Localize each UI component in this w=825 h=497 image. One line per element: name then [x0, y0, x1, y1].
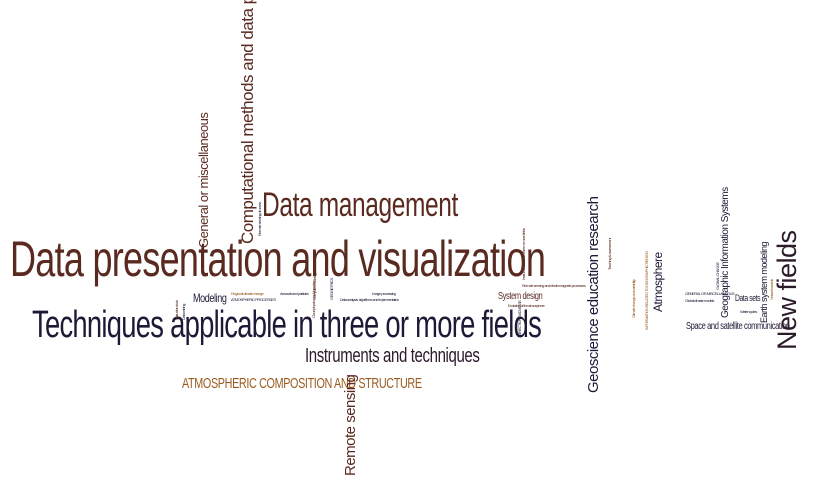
word-modeling: Modeling	[193, 291, 227, 305]
word-image-processing: Image processing	[372, 291, 396, 296]
word-global-change: GLOBAL CHANGE	[715, 262, 720, 290]
word-data-mining: Data mining	[181, 304, 186, 320]
word-natural-hazards: Natural hazards	[769, 279, 774, 300]
word-instruments-useful: Instruments useful in three or more fiel…	[521, 228, 526, 280]
word-general-or-miscellaneous: General or miscellaneous	[196, 112, 211, 248]
word-general-or-misc-caps: GENERAL OR MISCELLANEOUS	[685, 291, 735, 296]
word-data-presentation-and-visualization: Data presentation and visualization	[10, 231, 546, 287]
word-atmospheric-composition: ATMOSPHERIC COMPOSITION AND STRUCTURE	[182, 375, 422, 392]
word-remote-sensing-electromagnetic: Remote sensing and electromagnetic proce…	[522, 283, 586, 288]
word-atmospheric-processes: ATMOSPHERIC PROCESSES	[231, 297, 276, 302]
word-instruction-tools: Instruction tools	[174, 300, 179, 320]
word-data-sets: Data sets	[735, 293, 761, 303]
word-aerosols-and-particles: Aerosols and particles	[280, 291, 309, 296]
word-regional-climate-change: Regional climate change	[231, 291, 264, 296]
word-space-and-satellite: Space and satellite communication	[686, 321, 790, 332]
word-remote-sensing: Remote sensing	[342, 374, 359, 476]
word-data-management: Data management	[262, 186, 459, 224]
word-atmosphere: Atmosphere	[651, 252, 665, 312]
word-info-geographic-region: INFORMATION RELATED TO GEOGRAPHIC REGION	[644, 251, 649, 330]
word-geoscience-education-research: Geoscience education research	[585, 196, 602, 393]
word-techniques-applicable: Techniques applicable in three or more f…	[32, 304, 542, 346]
word-computational-methods: Computational methods and data processin…	[238, 0, 257, 244]
word-climate-change-variability: Climate change and variability	[631, 279, 636, 318]
word-evolution-of-atmosphere: Evolution of the atmosphere	[508, 303, 545, 308]
word-computer-modeling: Computer modeling	[312, 273, 317, 300]
word-new-fields: New fields	[772, 230, 802, 350]
word-water-cycles: Water cycles	[740, 309, 757, 314]
word-data-analysis: Data analysis: algorithms and implementa…	[340, 297, 399, 302]
word-system-design: System design	[498, 291, 543, 302]
word-direction-data-base: DIRECTION-DATA BASE	[517, 300, 522, 336]
word-teaching-assessment: Teaching & assessment	[607, 238, 612, 270]
word-geographic-information-systems: Geographic Information Systems	[720, 187, 731, 318]
word-remote-sensing-of-ocean: Remote sensing of ocean	[257, 202, 262, 236]
word-geometrics: GEOMETRICS	[329, 278, 334, 300]
word-instruments-and-techniques: Instruments and techniques	[305, 345, 480, 367]
word-earth-system-modeling: Earth system modeling	[759, 241, 769, 323]
word-global-climate-models: Global climate models	[685, 298, 714, 303]
